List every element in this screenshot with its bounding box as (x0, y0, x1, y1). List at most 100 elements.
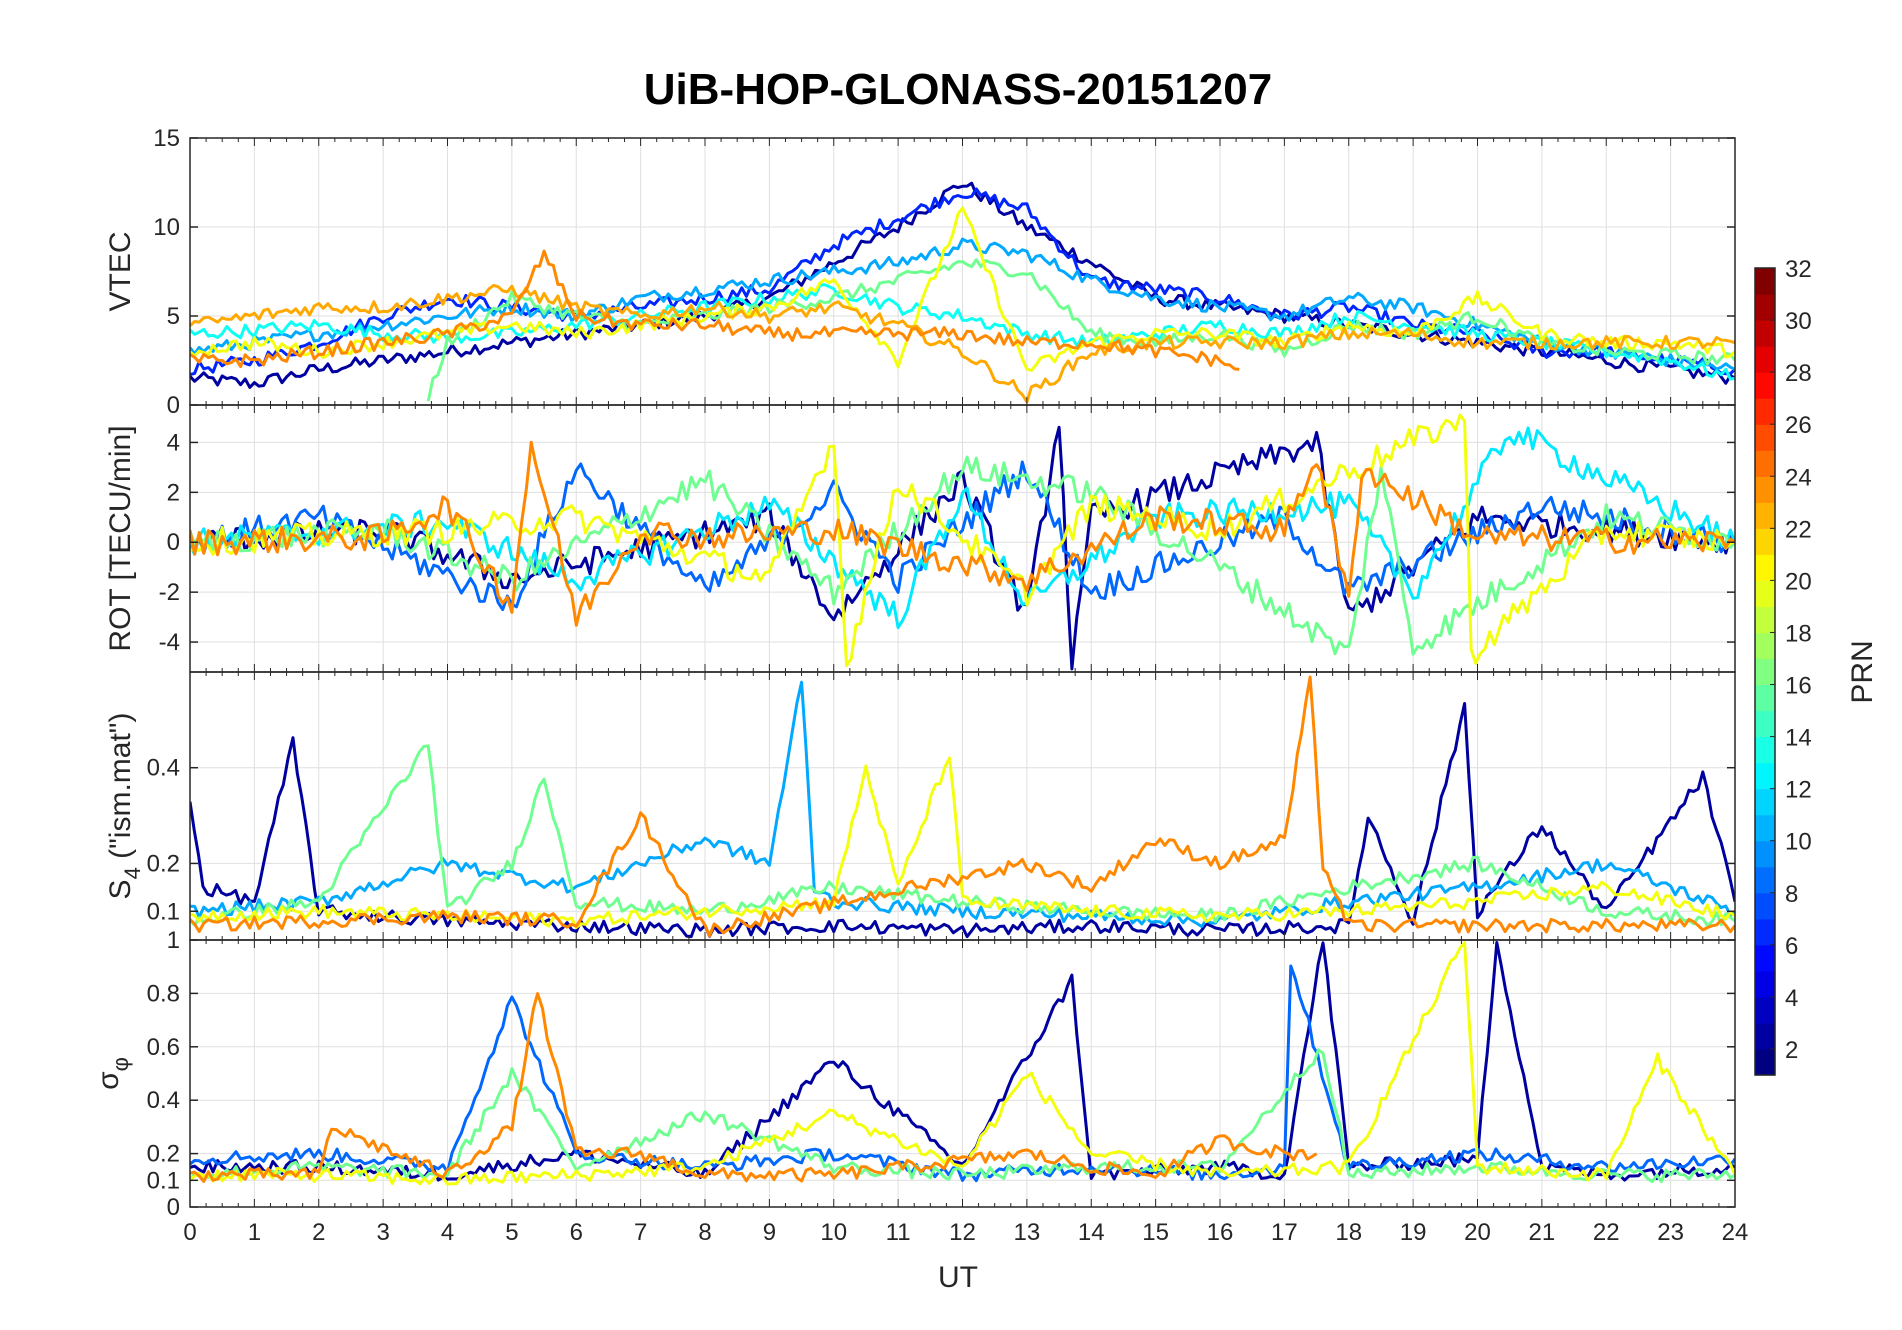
colorbar-swatch (1755, 684, 1775, 712)
colorbar-tick-label: 10 (1785, 829, 1812, 856)
colorbar-swatch (1755, 450, 1775, 477)
series-line-prn-16 (190, 744, 1735, 927)
colorbar-swatch (1755, 1048, 1775, 1076)
colorbar-swatch (1755, 424, 1775, 451)
y-tick-label: 0.2 (147, 1141, 180, 1168)
colorbar-swatch (1755, 710, 1775, 738)
colorbar-tick-label: 8 (1785, 881, 1798, 908)
x-tick-label: 20 (1464, 1219, 1491, 1246)
colorbar-swatch (1755, 320, 1775, 347)
panel-sigma_phi: 00.10.2 0.4 0.6 0.8 1 σφ (92, 927, 1736, 1221)
x-tick-label: 16 (1207, 1219, 1234, 1246)
colorbar-tick-label: 18 (1785, 620, 1812, 647)
series-line-prn-12 (190, 426, 1735, 630)
series-line-prn-10 (190, 680, 1735, 928)
colorbar-swatch (1755, 294, 1775, 321)
y-tick-label: 4 (167, 429, 180, 456)
colorbar-tick-label: 26 (1785, 412, 1812, 439)
x-tick-label: 13 (1014, 1219, 1041, 1246)
y-tick-label: 0 (167, 1194, 180, 1221)
colorbar-swatch (1755, 554, 1775, 581)
y-axis-label: S4 ("ism.mat") (104, 713, 145, 900)
series-line-prn-16 (426, 258, 1735, 402)
x-tick-label: 24 (1722, 1219, 1749, 1246)
x-tick-label: 22 (1593, 1219, 1620, 1246)
colorbar-label: PRN (1846, 640, 1879, 703)
panel-s4: 0.1 0.2 0.4S4 ("ism.mat") (104, 671, 1736, 941)
series-line-prn-20 (190, 413, 1735, 668)
colorbar-swatch (1755, 606, 1775, 634)
y-axis-label: ROT [TECU/min] (104, 425, 137, 651)
colorbar-swatch (1755, 814, 1775, 842)
y-tick-label: 15 (153, 125, 180, 152)
colorbar-tick-label: 2 (1785, 1037, 1798, 1064)
y-tick-label: 0.1 (147, 898, 180, 925)
colorbar-swatch (1755, 502, 1775, 529)
colorbar-tick-label: 4 (1785, 985, 1798, 1012)
colorbar-swatch (1755, 658, 1775, 686)
y-tick-label: -2 (159, 579, 180, 606)
chart-title: UiB-HOP-GLONASS-20151207 (644, 65, 1272, 114)
colorbar-tick-label: 6 (1785, 933, 1798, 960)
colorbar-swatch (1755, 840, 1775, 868)
y-tick-label: 5 (167, 303, 180, 330)
x-tick-label: 23 (1657, 1219, 1684, 1246)
series-group (190, 675, 1735, 939)
colorbar-swatch (1755, 398, 1775, 425)
series-line-prn-10 (190, 237, 1735, 371)
x-tick-label: 9 (763, 1219, 776, 1246)
x-axis: 0 1 2 3 4 5 6 7 8 9 10 11 12 13 14 15 16 17 18 19 20 21 22 23 24 (183, 1219, 1748, 1246)
colorbar-swatch (1755, 528, 1775, 555)
colorbar-swatch (1755, 1022, 1775, 1050)
x-tick-label: 3 (376, 1219, 389, 1246)
series-line-prn-23 (190, 283, 1735, 404)
colorbar-tick-label: 16 (1785, 673, 1812, 700)
series-line-prn-24 (190, 249, 1240, 371)
x-tick-label: 0 (183, 1219, 196, 1246)
colorbar-tick-label: 32 (1785, 256, 1812, 283)
colorbar-swatch (1755, 892, 1775, 920)
x-tick-label: 17 (1271, 1219, 1298, 1246)
series-line-prn-24 (190, 675, 1735, 938)
x-tick-label: 19 (1400, 1219, 1427, 1246)
series-group (190, 941, 1735, 1186)
x-tick-label: 2 (312, 1219, 325, 1246)
y-tick-label: 0.4 (147, 755, 180, 782)
colorbar-swatch (1755, 762, 1775, 790)
y-axis-label: VTEC (104, 231, 137, 311)
series-line-prn-2 (190, 181, 1735, 389)
y-tick-label: 0.1 (147, 1167, 180, 1194)
colorbar-swatch (1755, 944, 1775, 972)
colorbar-swatch (1755, 918, 1775, 946)
colorbar-tick-label: 28 (1785, 360, 1812, 387)
y-tick-label: 0.8 (147, 980, 180, 1007)
x-tick-label: 10 (820, 1219, 847, 1246)
y-tick-label: -4 (159, 629, 180, 656)
colorbar-swatch (1755, 632, 1775, 660)
series-line-prn-8 (190, 460, 1735, 611)
y-tick-label: 0.4 (147, 1087, 180, 1114)
x-tick-label: 18 (1335, 1219, 1362, 1246)
series-line-prn-2 (190, 702, 1735, 939)
colorbar-tick-label: 22 (1785, 516, 1812, 543)
x-tick-label: 21 (1529, 1219, 1556, 1246)
x-tick-label: 8 (698, 1219, 711, 1246)
colorbar-swatch (1755, 788, 1775, 816)
y-tick-label: 10 (153, 214, 180, 241)
x-tick-label: 4 (441, 1219, 454, 1246)
colorbar-tick-label: 12 (1785, 777, 1812, 804)
y-axis-label: σφ (92, 1057, 133, 1090)
colorbar-swatch (1755, 970, 1775, 998)
series-line-prn-20 (190, 756, 1735, 929)
x-axis-label: UT (938, 1261, 978, 1294)
series-group (190, 181, 1735, 404)
x-tick-label: 15 (1142, 1219, 1169, 1246)
colorbar-swatch (1755, 476, 1775, 503)
x-tick-label: 5 (505, 1219, 518, 1246)
y-tick-label: 0 (167, 529, 180, 556)
x-tick-label: 12 (949, 1219, 976, 1246)
y-tick-label: 0.6 (147, 1034, 180, 1061)
y-tick-label: 0.2 (147, 850, 180, 877)
